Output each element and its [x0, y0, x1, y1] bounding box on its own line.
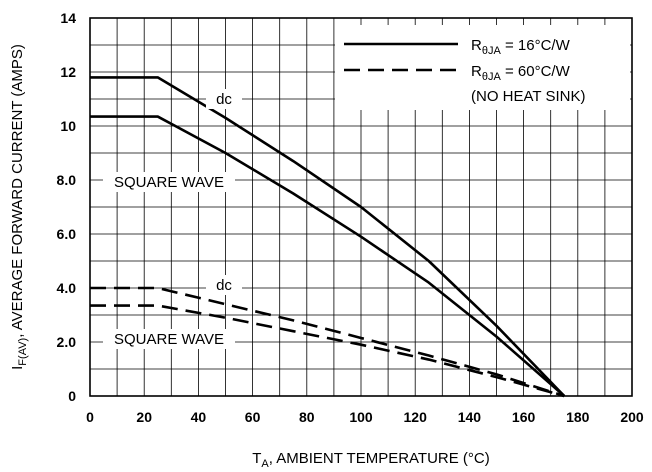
y-axis-title: IF(AV), AVERAGE FORWARD CURRENT (AMPS): [9, 44, 29, 370]
x-tick-labels: 0 20 40 60 80 100 120 140 160 180 200: [86, 409, 644, 425]
anno-dc-solid: dc: [216, 91, 232, 108]
x-tick-label: 40: [191, 409, 207, 425]
x-tick-label: 80: [299, 409, 315, 425]
legend-dashed-label: RθJA = 60°C/W: [471, 63, 571, 83]
series-line-2: [90, 286, 565, 398]
series-lines: [90, 76, 566, 398]
anno-square-solid-bg: [103, 172, 235, 192]
series-line-3: [90, 304, 565, 398]
y-tick-label: 0: [68, 388, 76, 404]
y-tick-label: 6.0: [57, 226, 77, 242]
plot-frame: [89, 17, 633, 397]
y-tick-labels: 0 2.0 4.0 6.0 8.0 10 12 14: [57, 10, 77, 404]
y-tick-label: 14: [60, 10, 76, 26]
anno-square-solid: SQUARE WAVE: [114, 174, 224, 191]
y-tick-label: 2.0: [57, 334, 77, 350]
anno-square-dashed-bg: [103, 329, 235, 349]
x-tick-label: 20: [136, 409, 152, 425]
x-axis-title: TA, AMBIENT TEMPERATURE (°C): [252, 450, 490, 470]
series-line-1: [90, 115, 566, 397]
x-tick-label: 100: [349, 409, 373, 425]
y-tick-label: 10: [60, 118, 76, 134]
y-tick-label: 12: [60, 64, 76, 80]
x-tick-label: 180: [566, 409, 590, 425]
legend-solid-label: RθJA = 16°C/W: [471, 37, 571, 57]
annotations: dc SQUARE WAVE dc SQUARE WAVE: [103, 89, 242, 349]
y-tick-label: 8.0: [57, 172, 77, 188]
x-tick-label: 200: [620, 409, 644, 425]
anno-dc-dashed: dc: [216, 277, 232, 294]
anno-square-dashed: SQUARE WAVE: [114, 331, 224, 348]
y-tick-label: 4.0: [57, 280, 77, 296]
x-tick-label: 160: [512, 409, 536, 425]
x-tick-label: 140: [458, 409, 482, 425]
legend-note: (NO HEAT SINK): [471, 88, 585, 105]
anno-dc-dashed-bg: [206, 275, 242, 295]
series-line-0: [90, 76, 566, 397]
legend: RθJA = 16°C/W RθJA = 60°C/W (NO HEAT SIN…: [335, 25, 630, 110]
anno-dc-solid-bg: [206, 89, 242, 109]
x-tick-label: 60: [245, 409, 261, 425]
x-tick-label: 0: [86, 409, 94, 425]
x-tick-label: 120: [404, 409, 428, 425]
legend-background: [335, 25, 630, 110]
